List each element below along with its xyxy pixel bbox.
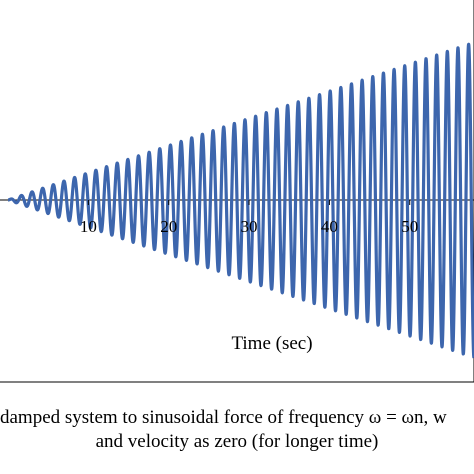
caption-line-2: and velocity as zero (for longer time) [95, 431, 379, 452]
x-tick-label: 50 [401, 217, 418, 236]
series-line-0 [6, 42, 474, 359]
x-tick-label: 40 [321, 217, 338, 236]
x-axis-title: Time (sec) [231, 333, 312, 354]
caption-line-1: damped system to sinusoidal force of fre… [0, 407, 447, 428]
x-tick-label: 10 [80, 217, 97, 236]
tick-layer: 10 20 30 40 50 [80, 200, 418, 236]
series-layer [6, 42, 474, 359]
x-tick-label: 20 [160, 217, 177, 236]
plot-frame [0, 0, 474, 383]
x-tick-label: 30 [241, 217, 258, 236]
